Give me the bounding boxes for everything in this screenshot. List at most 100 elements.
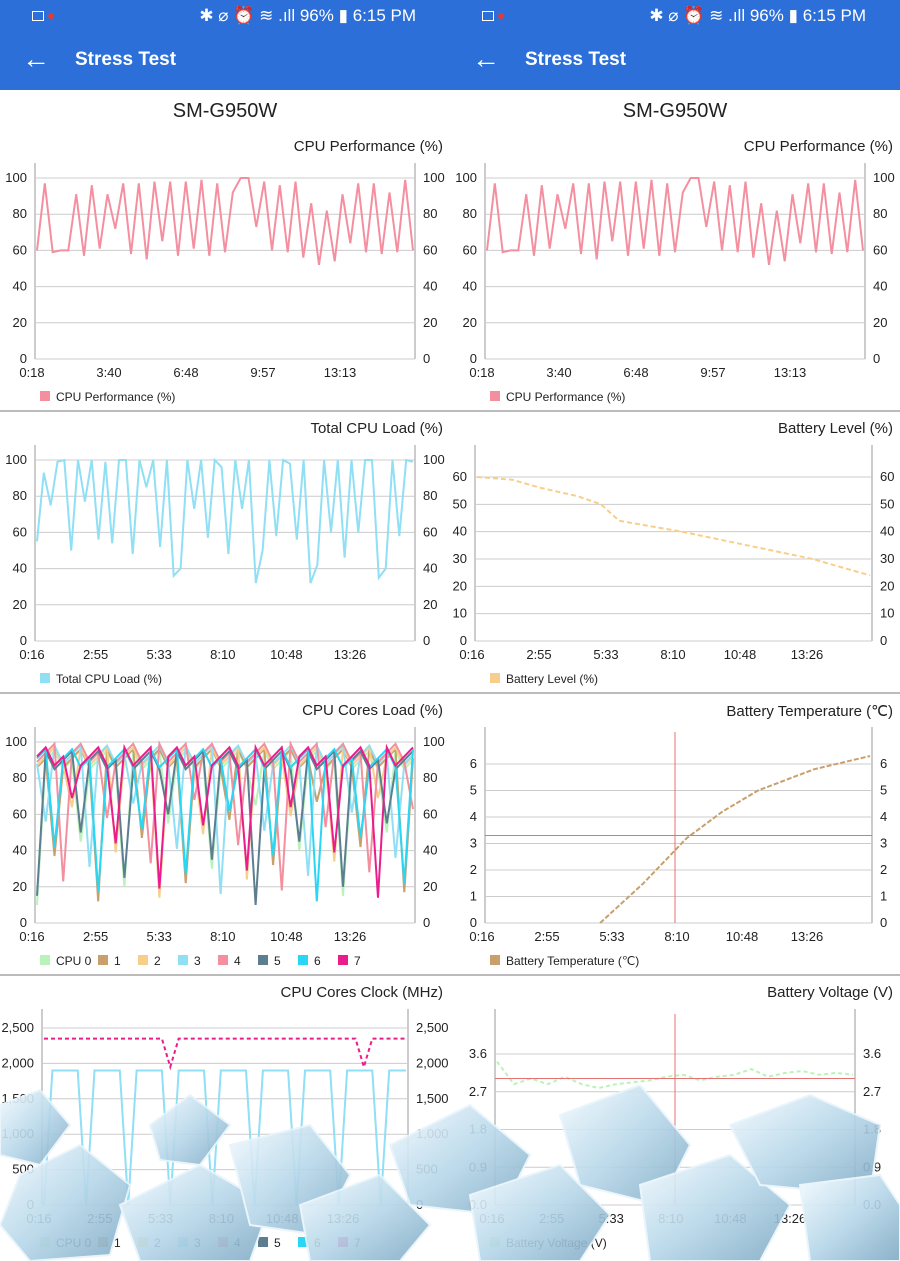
y-tick-label-right: 0 [880, 915, 887, 930]
cpu-core-7-line [36, 743, 414, 898]
total-cpu-load-chart: 0 0 20 20 40 40 60 60 80 80 100 100 0:16 2:55 5:33 8:10… [5, 445, 445, 686]
y-tick-label-right: 2.7 [863, 1084, 881, 1099]
x-tick-label: 5:33 [147, 929, 172, 944]
x-tick-label: 10:48 [724, 647, 757, 662]
x-tick-label: 5:33 [147, 647, 172, 662]
legend-label-core-3: 3 [194, 1236, 201, 1250]
y-tick-label-left: 100 [455, 170, 477, 185]
legend-label-core-1: 1 [114, 1236, 121, 1250]
bug-icon: ● [47, 7, 56, 23]
y-tick-label-left: 80 [13, 488, 27, 503]
y-tick-label-right: 6 [880, 756, 887, 771]
y-tick-label-left: 0 [20, 633, 27, 648]
x-tick-label: 2:55 [526, 647, 551, 662]
app-title: Stress Test [75, 49, 177, 70]
y-tick-label-right: 0 [880, 633, 887, 648]
y-tick-label-left: 40 [13, 561, 27, 576]
legend-swatch-core-2 [138, 955, 148, 965]
legend-swatch [490, 391, 500, 401]
y-tick-label-right: 2,000 [416, 1055, 449, 1070]
x-tick-label: 2:55 [534, 929, 559, 944]
x-tick-label: 8:10 [664, 929, 689, 944]
y-tick-label-left: 2.7 [469, 1084, 487, 1099]
y-tick-label-right: 50 [880, 496, 894, 511]
y-tick-label-right: 80 [423, 770, 437, 785]
y-tick-label-right: 40 [873, 279, 887, 294]
legend-swatch-core-4 [218, 1237, 228, 1247]
gallery-icon [32, 11, 44, 22]
legend-label: Total CPU Load (%) [56, 672, 162, 686]
legend-label: Battery Voltage (V) [506, 1236, 607, 1250]
x-tick-label: 8:10 [210, 929, 235, 944]
y-tick-label-left: 1,000 [1, 1126, 34, 1141]
legend-swatch-core-7 [338, 955, 348, 965]
battery-voltage-line [496, 1060, 854, 1090]
battery-voltage-card: Battery Voltage (V) 0.0 0.0 0.9 0.9 1.8 1.8 2.… [450, 976, 900, 1258]
legend-label-core-7: 7 [354, 1236, 361, 1250]
total-cpu-load-line [36, 457, 414, 584]
legend-label: Battery Temperature (℃) [506, 954, 639, 968]
battery-level-chart: 0 0 10 10 20 20 30 30 40 40 50 50 60 60 0:16 2:55 5:33 8:… [453, 445, 894, 686]
clock: 6:15 PM [352, 6, 416, 25]
x-tick-label: 0:16 [19, 647, 44, 662]
battery-level-card: Battery Level (%) 0 0 10 10 20 20 30 30 40 40 50 50… [450, 412, 900, 694]
x-tick-label: 13:26 [774, 1211, 807, 1226]
y-tick-label-right: 1,500 [416, 1091, 449, 1106]
x-tick-label: 9:57 [250, 365, 275, 380]
y-tick-label-right: 60 [880, 469, 894, 484]
battery-temperature-chart: 0 0 1 1 2 2 3 3 4 4 5 5 6 6 0:16 2:55 5:33 8:10 10:48 13:26… [469, 727, 887, 968]
y-tick-label-right: 20 [423, 315, 437, 330]
y-tick-label-left: 3.6 [469, 1046, 487, 1061]
y-tick-label-left: 0.9 [469, 1159, 487, 1174]
legend-swatch-core-4 [218, 955, 228, 965]
y-tick-label-left: 80 [13, 206, 27, 221]
cpu-performance-line [36, 177, 414, 266]
back-arrow-icon[interactable]: ← [22, 43, 50, 74]
y-tick-label-left: 30 [453, 551, 467, 566]
y-tick-label-right: 60 [423, 806, 437, 821]
x-tick-label: 3:40 [96, 365, 121, 380]
x-tick-label: 0:18 [19, 365, 44, 380]
legend-swatch-core-3 [178, 955, 188, 965]
x-tick-label: 10:48 [726, 929, 759, 944]
cpu-performance-line [486, 177, 864, 266]
status-bar: ● ✱ ⌀ ⏰ ≋ .ıll 96% ▮ 6:15 PM [450, 0, 900, 32]
y-tick-label-right: 0 [423, 351, 430, 366]
back-arrow-icon[interactable]: ← [472, 43, 500, 74]
legend-label-core-3: 3 [194, 954, 201, 968]
chart-title: Battery Level (%) [777, 420, 893, 437]
y-tick-label-left: 80 [13, 770, 27, 785]
y-tick-label-right: 0 [873, 351, 880, 366]
legend-label-core-6: 6 [314, 954, 321, 968]
y-tick-label-left: 60 [463, 242, 477, 257]
x-tick-label: 13:26 [327, 1211, 360, 1226]
y-tick-label-right: 2,500 [416, 1020, 449, 1035]
y-tick-label-right: 100 [423, 170, 445, 185]
legend-label-core-0: CPU 0 [56, 1236, 92, 1250]
y-tick-label-right: 100 [423, 734, 445, 749]
app-bar: ← Stress Test [0, 32, 450, 90]
battery-percent: 96% [749, 6, 784, 25]
x-tick-label: 13:26 [334, 929, 367, 944]
cpu-big-cores-clock-line [44, 1037, 406, 1071]
y-tick-label-left: 60 [13, 242, 27, 257]
legend-swatch [490, 1237, 500, 1247]
x-tick-label: 5:33 [599, 929, 624, 944]
chart-title: CPU Performance (%) [743, 138, 893, 155]
cpu-cores-clock-chart: 0 0 500 500 1,000 1,000 1,500 1,500 2,000 2,000 2,… [1, 1009, 449, 1250]
y-tick-label-right: 0.9 [863, 1159, 881, 1174]
y-tick-label-left: 60 [13, 524, 27, 539]
cpu-cores-load-card: CPU Cores Load (%) 0 0 20 20 40 40 60 60 80 80 100… [0, 694, 450, 976]
y-tick-label-left: 20 [13, 315, 27, 330]
legend-label-core-2: 2 [154, 1236, 161, 1250]
x-tick-label: 3:40 [546, 365, 571, 380]
y-tick-label-right: 20 [423, 597, 437, 612]
chart-title: Battery Temperature (℃) [726, 703, 893, 720]
y-tick-label-right: 80 [873, 206, 887, 221]
y-tick-label-left: 20 [463, 315, 477, 330]
x-tick-label: 13:26 [334, 647, 367, 662]
legend-label: CPU Performance (%) [506, 390, 625, 404]
cpu-little-cores-clock-line [43, 1069, 406, 1206]
y-tick-label-right: 100 [423, 452, 445, 467]
legend-swatch-core-3 [178, 1237, 188, 1247]
